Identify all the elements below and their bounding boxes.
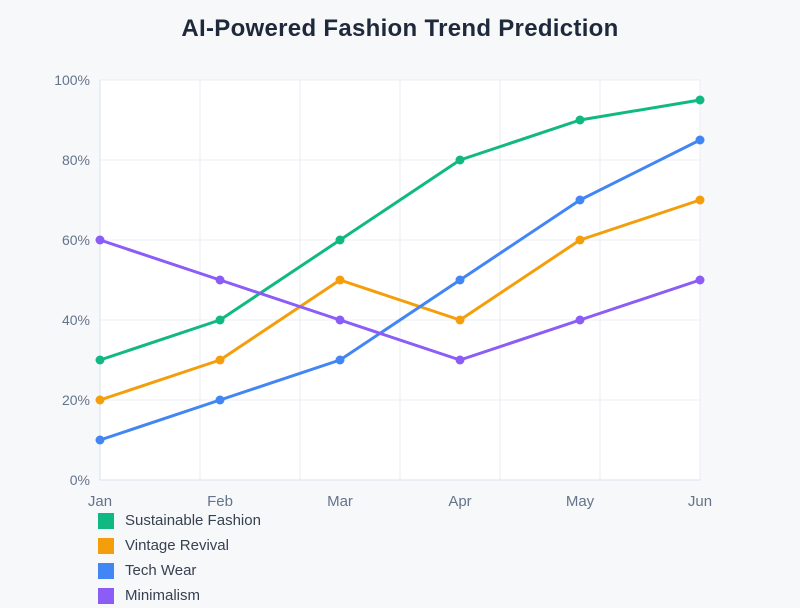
data-point-vintage-revival bbox=[215, 355, 225, 365]
legend-label: Tech Wear bbox=[125, 562, 197, 579]
legend-item-sustainable-fashion[interactable]: Sustainable Fashion bbox=[98, 508, 261, 533]
data-point-minimalism bbox=[215, 275, 225, 285]
data-point-minimalism bbox=[335, 315, 345, 325]
legend-swatch-tech-wear bbox=[98, 562, 114, 579]
data-point-sustainable-fashion bbox=[455, 155, 465, 165]
legend-swatch-sustainable-fashion bbox=[98, 512, 114, 529]
x-axis-tick-label: Feb bbox=[207, 493, 233, 510]
y-axis-tick-label: 0% bbox=[70, 472, 90, 488]
line-chart-canvas: 0% 20% 40% 60% 80% 100% Jan Feb Mar Apr May Jun bbox=[54, 72, 712, 510]
y-axis-tick-label: 40% bbox=[62, 312, 90, 328]
data-point-vintage-revival bbox=[695, 195, 705, 205]
data-point-tech-wear bbox=[575, 195, 585, 205]
data-point-sustainable-fashion bbox=[335, 235, 345, 245]
y-axis-tick-label: 60% bbox=[62, 232, 90, 248]
y-axis-tick-label: 100% bbox=[54, 72, 90, 88]
data-point-sustainable-fashion bbox=[215, 315, 225, 325]
data-point-sustainable-fashion bbox=[95, 355, 105, 365]
series-line-vintage-revival bbox=[98, 198, 702, 402]
legend-item-vintage-revival[interactable]: Vintage Revival bbox=[98, 533, 261, 558]
data-point-vintage-revival bbox=[335, 275, 345, 285]
x-axis-tick-label: Mar bbox=[327, 493, 353, 510]
legend-label: Vintage Revival bbox=[125, 537, 229, 554]
legend-swatch-minimalism bbox=[98, 587, 114, 604]
x-axis-tick-label: Jan bbox=[88, 493, 112, 510]
legend-item-tech-wear[interactable]: Tech Wear bbox=[98, 558, 261, 583]
data-point-minimalism bbox=[695, 275, 705, 285]
x-axis-tick-label: Jun bbox=[688, 493, 712, 510]
chart-title: AI-Powered Fashion Trend Prediction bbox=[181, 15, 619, 42]
data-point-tech-wear bbox=[695, 135, 705, 145]
data-point-sustainable-fashion bbox=[695, 95, 705, 105]
data-point-sustainable-fashion bbox=[575, 115, 585, 125]
data-point-minimalism bbox=[95, 235, 105, 245]
data-point-minimalism bbox=[455, 355, 465, 365]
x-axis-tick-label: May bbox=[566, 493, 595, 510]
data-point-vintage-revival bbox=[575, 235, 585, 245]
legend-item-minimalism[interactable]: Minimalism bbox=[98, 583, 261, 608]
data-point-minimalism bbox=[575, 315, 585, 325]
data-point-vintage-revival bbox=[455, 315, 465, 325]
series-line-sustainable-fashion bbox=[98, 98, 702, 362]
chart-legend: Sustainable Fashion Vintage Revival Tech… bbox=[98, 508, 261, 608]
legend-swatch-vintage-revival bbox=[98, 537, 114, 554]
y-axis-tick-label: 80% bbox=[62, 152, 90, 168]
data-point-tech-wear bbox=[335, 355, 345, 365]
series-line-tech-wear bbox=[98, 138, 702, 442]
data-point-tech-wear bbox=[95, 435, 105, 445]
x-axis-tick-label: Apr bbox=[448, 493, 471, 510]
data-point-vintage-revival bbox=[95, 395, 105, 405]
y-axis-tick-label: 20% bbox=[62, 392, 90, 408]
series-line-minimalism bbox=[98, 238, 702, 362]
legend-label: Minimalism bbox=[125, 587, 200, 604]
data-point-tech-wear bbox=[215, 395, 225, 405]
data-point-tech-wear bbox=[455, 275, 465, 285]
legend-label: Sustainable Fashion bbox=[125, 512, 261, 529]
